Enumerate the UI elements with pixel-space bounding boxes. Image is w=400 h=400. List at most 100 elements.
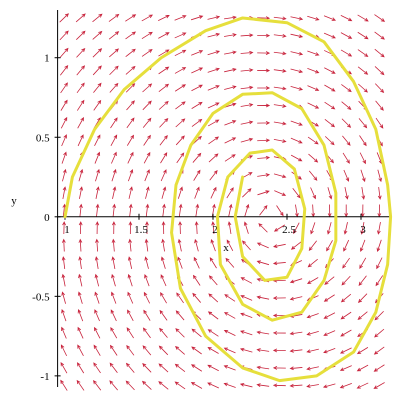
field-arrow [191,328,202,338]
x-tick-label: 3 [360,224,366,236]
field-arrow [340,14,353,22]
field-arrow [273,138,287,143]
field-arrow [207,85,220,91]
field-arrow [242,188,252,198]
field-arrow [209,257,217,269]
field-arrow [224,68,237,73]
field-arrow [289,366,303,371]
field-arrow [176,292,184,304]
field-arrow [141,49,153,57]
field-arrow [242,240,251,251]
field-arrow [207,119,220,127]
field-arrow [324,276,335,285]
field-arrow [145,186,150,199]
field-arrow [60,99,68,111]
field-arrow [273,69,287,73]
field-arrow [177,256,183,269]
field-arrow [159,117,169,128]
field-arrow [93,362,101,374]
field-arrow [175,118,186,128]
field-arrow [343,239,350,252]
field-arrow [306,348,319,354]
field-arrow [62,168,67,182]
field-arrow [94,326,101,339]
field-arrow [128,238,132,252]
field-arrow [93,82,102,93]
field-arrow [160,292,167,304]
field-arrow [59,13,69,23]
field-arrow [240,277,253,284]
y-tick-label: -1 [40,371,49,383]
field-arrow [161,238,165,252]
field-arrow [376,257,383,270]
field-arrow [127,309,134,321]
field-arrow [126,100,135,111]
field-arrow [374,310,384,321]
field-arrow [207,15,221,20]
field-arrow [158,100,169,110]
field-arrow [342,257,350,269]
field-arrow [125,83,136,93]
field-arrow [256,242,269,249]
field-arrow [377,222,381,235]
field-arrow [95,168,100,182]
field-arrow [307,277,319,284]
field-arrow [76,362,85,374]
field-arrow [160,169,167,182]
field-arrow [193,256,200,269]
field-arrow [276,205,284,217]
field-arrow [191,67,204,74]
field-arrow [111,221,116,235]
field-arrow [61,151,67,164]
field-arrow [126,327,134,339]
field-arrow [327,204,332,218]
field-arrow [225,257,235,268]
field-arrow [78,273,83,287]
field-arrow [306,366,319,371]
field-arrow [144,169,150,182]
field-arrow [60,344,68,357]
field-arrow [190,382,203,389]
field-arrow [176,152,185,164]
field-arrow [195,203,200,217]
field-arrow [240,330,253,336]
field-arrow [142,117,152,128]
field-arrow [359,152,366,165]
x-axis-label: x [223,242,229,254]
field-arrow [125,65,136,75]
field-arrow [177,186,183,199]
field-arrow [94,291,100,304]
field-arrow [208,275,218,286]
field-arrow [108,13,120,22]
field-arrow [240,50,254,55]
field-arrow [76,99,85,111]
field-arrow [175,310,185,321]
field-arrow [207,32,221,38]
field-arrow [343,169,350,182]
field-arrow [377,186,382,200]
field-arrow [125,380,135,391]
field-arrow [95,203,100,217]
field-arrow [159,135,168,146]
field-arrow [289,383,303,388]
field-arrow [78,238,83,252]
field-arrow [256,330,270,335]
field-arrow [308,240,317,251]
field-arrow [210,186,217,199]
field-arrow [142,345,152,356]
field-arrow [162,203,166,217]
x-tick-label: 1.5 [134,224,148,236]
field-arrow [143,151,151,164]
field-arrow [61,326,67,339]
field-arrow [158,83,170,92]
field-arrow [341,84,352,93]
field-arrow [142,363,152,373]
field-arrow [259,205,268,216]
field-arrow [339,383,352,389]
field-arrow [272,331,286,335]
field-arrow [257,138,271,143]
field-arrow [295,204,299,218]
field-arrow [356,364,369,372]
x-tick-label: 2 [212,224,218,236]
